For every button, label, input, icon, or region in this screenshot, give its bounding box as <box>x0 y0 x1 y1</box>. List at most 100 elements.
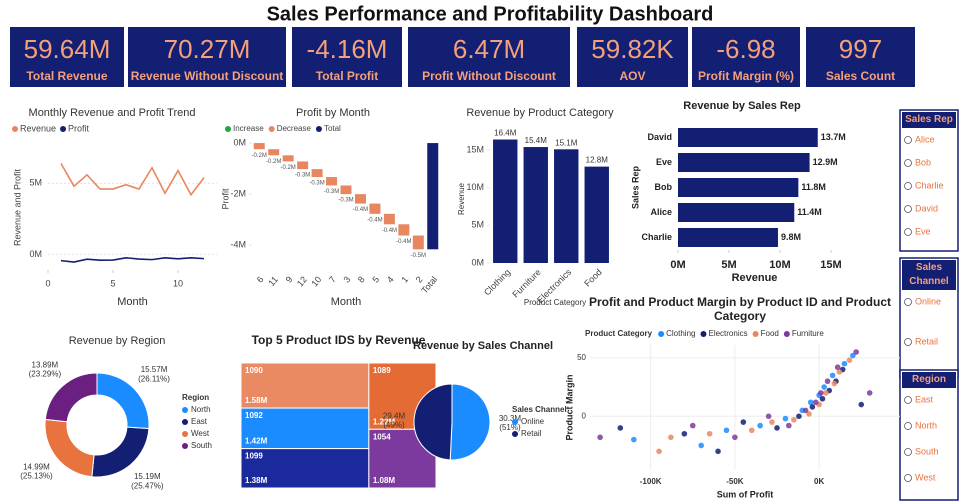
slicer-radio[interactable] <box>904 396 912 404</box>
legend-title: Region <box>182 393 209 402</box>
slice <box>449 383 491 461</box>
slicer-item[interactable]: David <box>915 203 938 213</box>
slicer-header <box>902 260 956 290</box>
scatter-point <box>791 416 797 423</box>
waterfall-bar <box>427 143 439 250</box>
waterfall-bar <box>268 149 280 156</box>
y-tick-label: 0M <box>29 249 42 259</box>
slicer-item[interactable]: Eve <box>915 226 931 236</box>
slicer-radio[interactable] <box>904 422 912 430</box>
chart-title: Revenue by Region <box>69 335 166 347</box>
tile-label: 1089 <box>373 366 391 375</box>
slicer-item[interactable]: Charlie <box>915 180 944 190</box>
slicer-radio[interactable] <box>904 474 912 482</box>
scatter-point <box>706 430 713 437</box>
legend-marker <box>60 126 67 132</box>
slicer-item[interactable]: East <box>915 394 934 404</box>
x-tick-label: 7 <box>327 274 338 284</box>
legend-label: Electronics <box>708 329 747 338</box>
scatter-point <box>732 434 738 441</box>
slicer-radio[interactable] <box>904 205 912 213</box>
legend-label: Furniture <box>792 329 825 338</box>
dashboard-title: Sales Performance and Profitability Dash… <box>267 3 714 25</box>
scatter-point <box>715 448 721 455</box>
slicer-title-box: Sales Rep <box>905 114 953 125</box>
data-label: -0.3M <box>309 181 324 187</box>
data-label: 11.8M <box>801 182 826 192</box>
kpi-card <box>10 27 124 87</box>
data-label: 1.38M <box>245 476 268 485</box>
slicer-radio[interactable] <box>904 298 912 306</box>
chart-title: Monthly Revenue and Profit Trend <box>29 107 196 119</box>
slicer-radio[interactable] <box>904 448 912 456</box>
chart-title: Profit and Product Margin by Product ID … <box>588 295 891 323</box>
data-label: 11.4M <box>797 207 822 217</box>
slicer-item[interactable]: Alice <box>915 134 935 144</box>
data-label: 12.9M <box>813 157 838 167</box>
slicer-item[interactable]: Online <box>915 296 941 306</box>
data-label: -0.4M <box>382 228 397 234</box>
slicer-title-box: Region <box>912 374 946 385</box>
scatter-point <box>786 422 792 429</box>
legend-marker <box>182 431 188 437</box>
x-axis-label: Sum of Profit <box>717 489 774 499</box>
scatter-point <box>748 427 755 434</box>
scatter-point <box>757 422 763 429</box>
kpi-card <box>292 27 402 87</box>
chart-title-box: Top 5 Product IDS by Revenue <box>252 333 426 347</box>
scatter-point <box>853 349 859 355</box>
slicer-radio[interactable] <box>904 338 912 346</box>
legend-label: Total <box>324 124 341 133</box>
bar <box>493 139 518 263</box>
legend-title: Product Category <box>585 329 653 338</box>
y-axis-label: Profit <box>220 188 230 210</box>
slicer-radio[interactable] <box>904 182 912 190</box>
slice <box>413 383 453 461</box>
kpi-label: Profit Margin (%) <box>698 69 794 83</box>
slicer-radio[interactable] <box>904 159 912 167</box>
scatter-point <box>769 419 775 425</box>
slicer-radio[interactable] <box>904 136 912 144</box>
scatter-point <box>818 390 824 396</box>
x-tick-label: 9 <box>284 274 295 284</box>
treemap-tile <box>240 448 370 489</box>
x-tick-label: 3 <box>341 274 352 284</box>
slicer-radio[interactable] <box>904 228 912 236</box>
scatter-point <box>681 430 688 437</box>
x-tick-label: -50K <box>726 477 744 486</box>
scatter-point <box>831 380 838 387</box>
x-tick-label: 2 <box>414 274 425 284</box>
y-tick-label: Charlie <box>641 232 672 242</box>
y-axis-label: Revenue and Profit <box>12 168 22 246</box>
legend-marker <box>783 331 790 337</box>
chart-title: Revenue by Sales Rep <box>683 100 801 112</box>
scatter-point <box>782 415 789 422</box>
legend-marker <box>12 126 18 132</box>
slicer-item[interactable]: North <box>915 420 937 430</box>
data-label: 1.22M <box>373 417 396 426</box>
y-tick-label: -4M <box>231 240 247 250</box>
x-tick-label: 8 <box>356 274 367 284</box>
legend-marker <box>268 126 275 132</box>
waterfall-bar <box>398 224 410 236</box>
data-label: 15.19M (25.47%) <box>131 472 164 490</box>
bar <box>523 147 548 263</box>
scatter-point <box>858 401 865 408</box>
slicer-item[interactable]: Retail <box>915 336 938 346</box>
kpi-label: AOV <box>619 69 645 83</box>
legend-marker <box>512 431 518 437</box>
data-label: -0.2M <box>266 159 281 165</box>
y-tick-label: 5M <box>471 220 484 230</box>
kpi-value: 59.82K <box>591 34 674 64</box>
slicer-item[interactable]: South <box>915 446 939 456</box>
kpi-card <box>408 27 570 87</box>
data-label: 15.4M <box>525 136 548 145</box>
y-tick-label: 50 <box>577 353 586 362</box>
slicer-title-box: Sales Channel <box>909 262 948 287</box>
slicer-item[interactable]: West <box>915 472 936 482</box>
waterfall-bar <box>369 203 381 214</box>
waterfall-bar <box>297 161 309 170</box>
slicer-item[interactable]: Bob <box>915 157 931 167</box>
data-label: -0.4M <box>396 239 411 245</box>
tile-label: 1090 <box>245 366 263 375</box>
